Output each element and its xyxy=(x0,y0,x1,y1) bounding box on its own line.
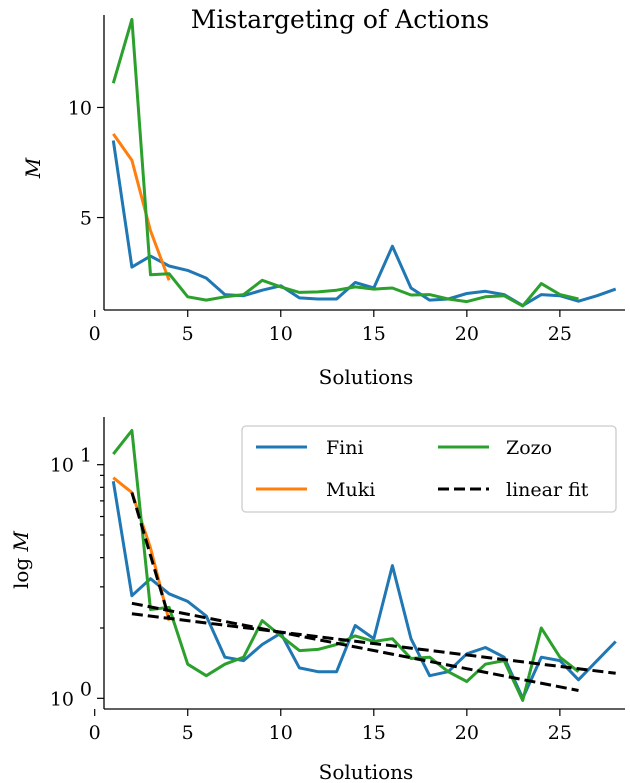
fit-line xyxy=(130,492,171,619)
x-tick-label: 25 xyxy=(548,722,572,744)
legend-box xyxy=(241,425,617,513)
y-tick-label: 10 xyxy=(50,688,74,710)
fit-line xyxy=(131,601,579,692)
y-tick-exponent: 0 xyxy=(80,678,92,700)
legend-label-muki: Muki xyxy=(326,479,375,501)
series-line-muki xyxy=(112,133,171,281)
x-axis-label: Solutions xyxy=(319,760,414,783)
y-axis-label: M xyxy=(21,157,45,179)
fit-line xyxy=(131,612,616,675)
x-tick-label: 5 xyxy=(182,722,194,744)
legend-label-fini: Fini xyxy=(326,437,364,459)
y-tick-label: 10 xyxy=(68,97,92,119)
series-line-fini xyxy=(111,480,617,700)
legend-label-zozo: Zozo xyxy=(506,437,552,459)
tick-group: 0 5 10 15 20 25 5 10 xyxy=(68,97,572,345)
y-tick-label: 5 xyxy=(80,208,92,230)
x-tick-label: 0 xyxy=(89,722,101,744)
y-axis-label: log M xyxy=(9,530,33,589)
linear-chart: Mistargeting of Actions M Solutions 0 5 10… xyxy=(21,5,625,389)
tick-group: 0 5 10 15 20 25 10 0 10 1 xyxy=(50,445,572,744)
log-chart: log M Solutions 0 5 10 15 20 25 10 0 10 1 Fini Zo… xyxy=(9,417,625,783)
x-tick-label: 25 xyxy=(548,323,572,345)
x-tick-label: 10 xyxy=(269,722,293,744)
y-axis-label-var: M xyxy=(9,530,33,552)
series-line-zozo xyxy=(111,17,579,308)
chart-title: Mistargeting of Actions xyxy=(191,5,490,34)
x-tick-label: 10 xyxy=(269,323,293,345)
x-tick-label: 20 xyxy=(455,722,479,744)
y-tick-label: 10 xyxy=(50,455,74,477)
legend-label-linear-fit: linear fit xyxy=(506,479,589,501)
x-tick-label: 0 xyxy=(89,323,101,345)
series-line-muki xyxy=(112,476,171,621)
x-tick-label: 5 xyxy=(182,323,194,345)
x-tick-label: 15 xyxy=(362,722,386,744)
series-group xyxy=(111,17,617,308)
y-axis-label-prefix: log xyxy=(9,551,33,589)
x-tick-label: 15 xyxy=(362,323,386,345)
fit-group xyxy=(130,492,616,692)
legend: Fini Zozo Muki linear fit xyxy=(241,425,617,513)
series-line-fini xyxy=(111,140,617,308)
x-axis-label: Solutions xyxy=(319,365,414,389)
x-tick-label: 20 xyxy=(455,323,479,345)
y-tick-exponent: 1 xyxy=(80,445,92,467)
